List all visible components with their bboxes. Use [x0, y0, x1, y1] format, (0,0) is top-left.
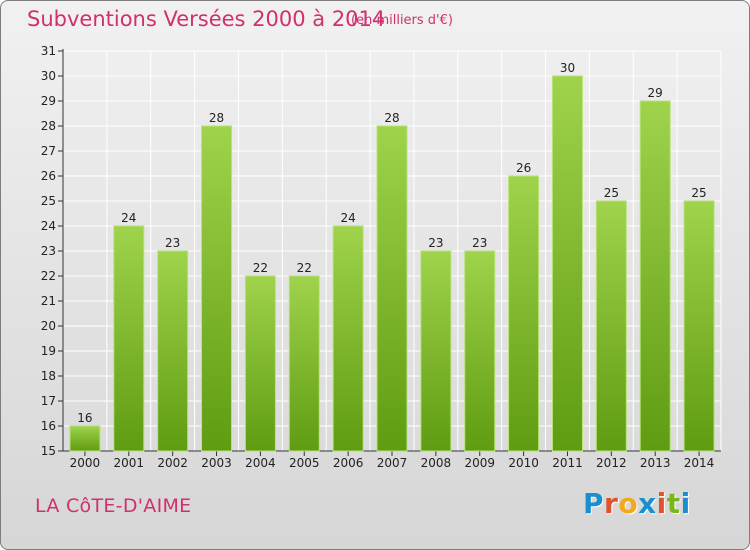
data-label-2007: 28: [384, 111, 399, 125]
data-label-2001: 24: [121, 211, 136, 225]
logo-letter: i: [680, 487, 691, 520]
y-tick-label: 19: [41, 344, 56, 358]
y-tick-label: 22: [41, 269, 56, 283]
bar-2007: [376, 125, 408, 452]
data-label-2006: 24: [340, 211, 355, 225]
x-tick-label-2013: 2013: [640, 456, 671, 470]
bar-2006: [332, 225, 364, 452]
data-label-2013: 29: [648, 86, 663, 100]
unit-label: (en milliers d'€): [351, 13, 453, 28]
y-tick-label: 28: [41, 119, 56, 133]
y-tick-label: 27: [41, 144, 56, 158]
data-label-2014: 25: [691, 186, 706, 200]
bar-2004: [244, 275, 276, 452]
y-tick-label: 26: [41, 169, 56, 183]
y-tick-label: 21: [41, 294, 56, 308]
bar-2012: [595, 200, 627, 452]
x-tick-label-2014: 2014: [684, 456, 715, 470]
bar-2001: [113, 225, 145, 452]
x-tick-label-2007: 2007: [377, 456, 408, 470]
y-tick-label: 23: [41, 244, 56, 258]
y-tick-label: 17: [41, 394, 56, 408]
logo-letter: i: [656, 487, 667, 520]
y-tick-label: 25: [41, 194, 56, 208]
data-labels: 16 24 23 28 22 22 24 28 23 23 26 30 25 29 25: [77, 61, 706, 425]
x-tick-label-2012: 2012: [596, 456, 627, 470]
x-tick-label-2008: 2008: [421, 456, 452, 470]
x-tick-label-2005: 2005: [289, 456, 320, 470]
bar-2014: [683, 200, 715, 452]
x-tick-label-2006: 2006: [333, 456, 364, 470]
x-tick-label-2010: 2010: [508, 456, 539, 470]
data-label-2000: 16: [77, 411, 92, 425]
bar-2008: [420, 250, 452, 452]
logo-letter: x: [638, 487, 657, 520]
bar-2009: [464, 250, 496, 452]
y-tick-label: 29: [41, 94, 56, 108]
bar-2002: [157, 250, 189, 452]
logo-letter: o: [618, 487, 639, 520]
y-tick-label: 18: [41, 369, 56, 383]
data-label-2011: 30: [560, 61, 575, 75]
data-label-2004: 22: [253, 261, 268, 275]
x-tick-label-2001: 2001: [114, 456, 145, 470]
x-tick-label-2002: 2002: [157, 456, 188, 470]
bar-2013: [639, 100, 671, 452]
x-tick-label-2003: 2003: [201, 456, 232, 470]
bar-2011: [551, 75, 583, 452]
y-tick-label: 15: [41, 444, 56, 458]
bar-2003: [201, 125, 233, 452]
x-tick-label-2011: 2011: [552, 456, 583, 470]
bar-2000: [69, 425, 101, 452]
x-tick-label-2009: 2009: [464, 456, 495, 470]
y-tick-label: 24: [41, 219, 56, 233]
logo-letter: P: [583, 487, 605, 520]
data-label-2012: 25: [604, 186, 619, 200]
logo-letter: t: [666, 487, 681, 520]
commune-name: LA CôTE-D'AIME: [35, 495, 192, 517]
data-label-2009: 23: [472, 236, 487, 250]
y-tick-label: 30: [41, 69, 56, 83]
data-label-2002: 23: [165, 236, 180, 250]
y-tick-label: 16: [41, 419, 56, 433]
x-tick-label-2004: 2004: [245, 456, 276, 470]
proxiti-logo[interactable]: Proxiti: [583, 487, 691, 520]
y-tick-label: 20: [41, 319, 56, 333]
bar-2005: [288, 275, 320, 452]
x-tick-label-2000: 2000: [70, 456, 101, 470]
y-tick-label: 31: [41, 44, 56, 58]
data-label-2008: 23: [428, 236, 443, 250]
bar-2010: [508, 175, 540, 452]
bars: [69, 75, 715, 452]
data-label-2010: 26: [516, 161, 531, 175]
logo-letter: r: [604, 487, 619, 520]
chart-title: Subventions Versées 2000 à 2014: [27, 7, 386, 31]
data-label-2005: 22: [297, 261, 312, 275]
data-label-2003: 28: [209, 111, 224, 125]
